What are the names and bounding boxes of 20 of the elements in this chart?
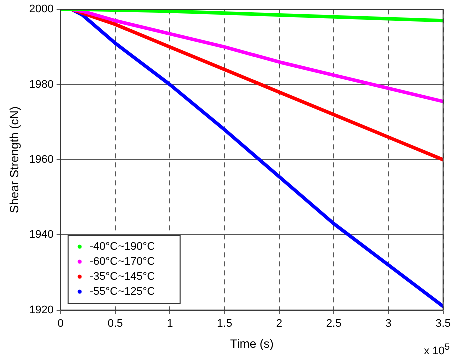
x-axis-title: Time (s)	[230, 337, 274, 352]
x-tick-label: 3.5	[436, 318, 452, 330]
legend-label: -60°C~170°C	[90, 256, 156, 268]
x-tick-label: 1	[167, 318, 174, 330]
x-tick-label: 2.5	[326, 318, 342, 330]
text: x 10$^{5}$	[424, 342, 450, 358]
x-tick-label: 0	[58, 318, 64, 330]
y-axis-title: Shear Strength (cN)	[8, 106, 22, 214]
x-tick-label: 1.5	[217, 318, 232, 330]
y-tick-label: 1960	[29, 154, 54, 166]
y-tick-label: 2000	[29, 4, 54, 16]
x-tick-label: 2	[276, 318, 282, 330]
legend-label: -40°C~190°C	[90, 240, 156, 253]
y-tick-label: 1980	[29, 78, 54, 91]
x-tick-label: 0.5	[108, 318, 124, 330]
y-tick-label: 1920	[29, 304, 54, 316]
x-tick-label: 3	[386, 318, 392, 330]
y-tick-label: 1940	[29, 229, 54, 242]
legend-label: -55°C~125°C	[90, 286, 156, 298]
legend-label: -35°C~145°C	[90, 270, 156, 283]
